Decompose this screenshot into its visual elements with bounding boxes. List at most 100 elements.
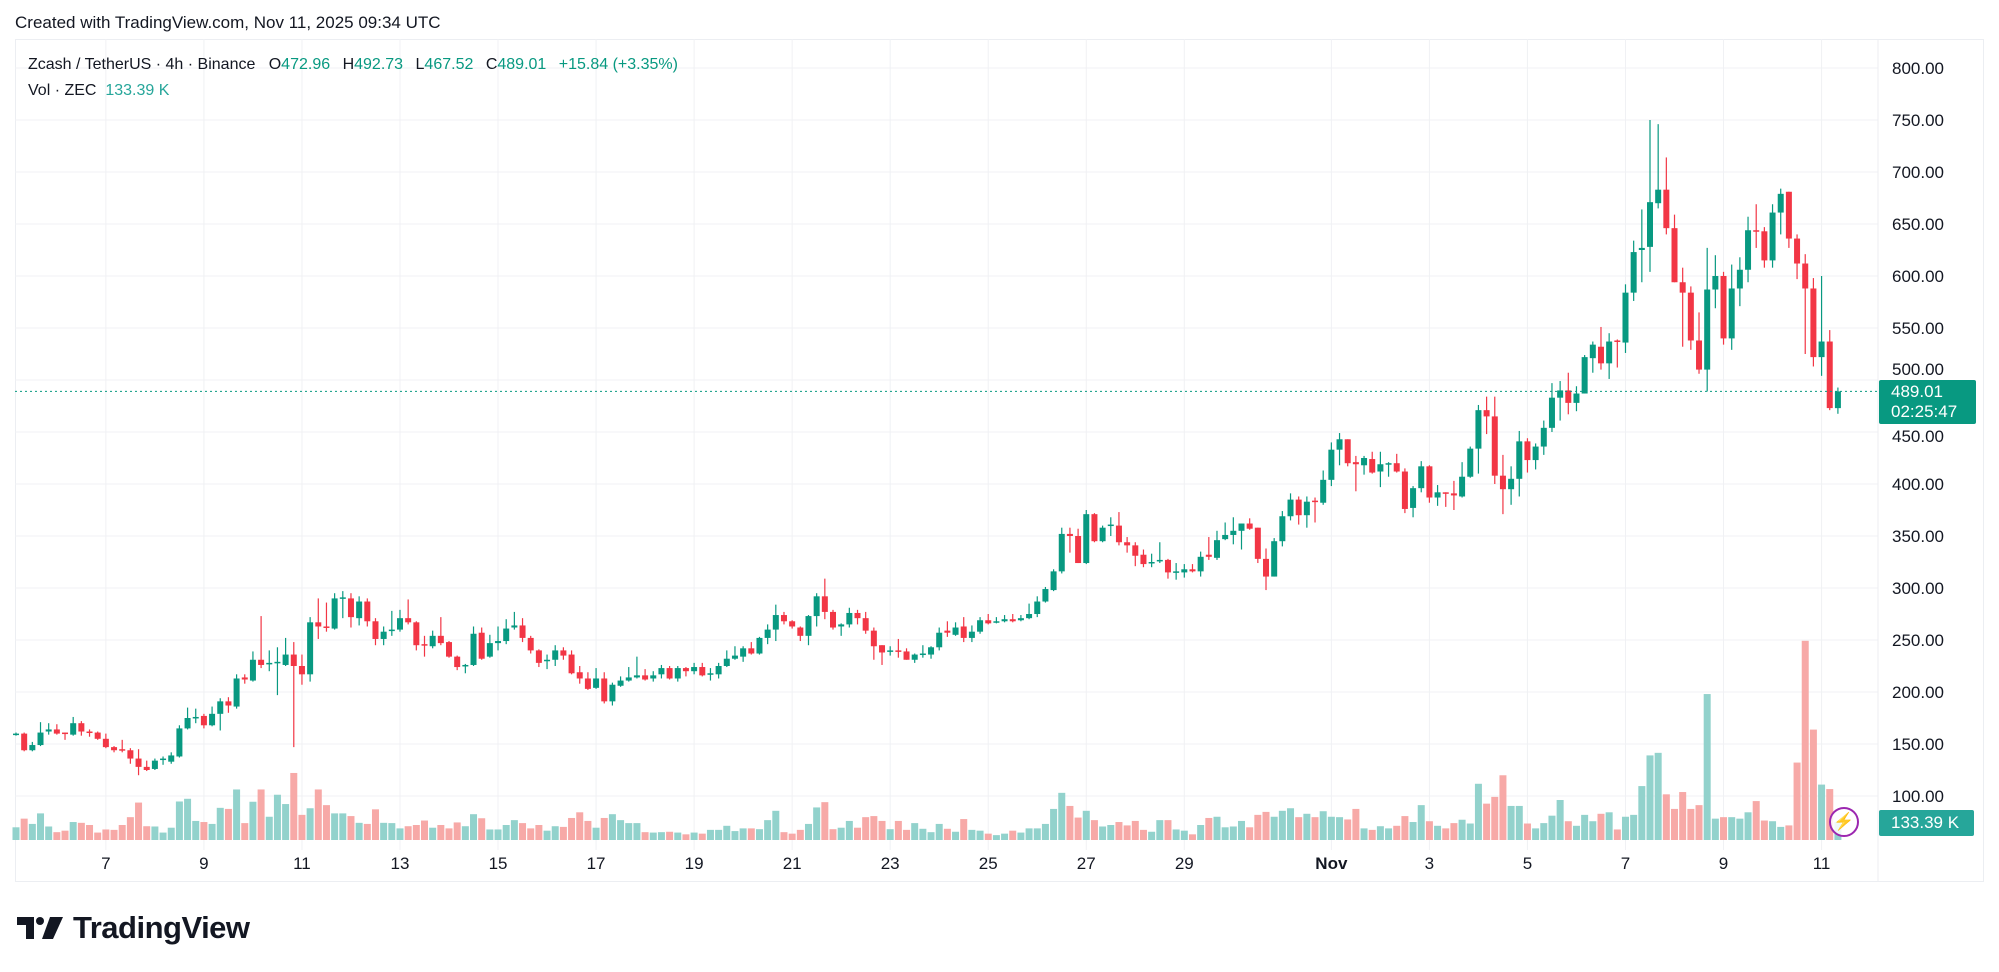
candle-body (62, 732, 69, 735)
candle (1581, 355, 1588, 394)
candle-body (1785, 191, 1792, 239)
chart-container[interactable] (15, 39, 1984, 882)
candle-body (1205, 554, 1212, 557)
candle-body (797, 627, 804, 636)
candle-body (666, 668, 673, 679)
candle (486, 634, 493, 658)
volume-bar (1605, 812, 1613, 840)
volume-bar (1262, 811, 1270, 840)
candle (617, 676, 624, 687)
candle-body (258, 659, 265, 665)
volume-bar (290, 772, 298, 840)
volume-bar (1507, 805, 1515, 840)
volume-bar (1523, 823, 1531, 840)
candle (1026, 603, 1033, 620)
volume-bar (1090, 820, 1098, 840)
candle-body (356, 601, 363, 619)
volume-bar (625, 823, 633, 840)
volume-bar (135, 802, 143, 840)
candle (1818, 276, 1825, 376)
candle-body (1483, 410, 1490, 417)
candle (699, 662, 706, 677)
lightning-bolt-icon[interactable]: ⚡ (1829, 807, 1859, 837)
candle-body (805, 616, 812, 636)
candle (1418, 461, 1425, 493)
candle (168, 752, 175, 764)
volume-bar (1572, 825, 1580, 840)
candle (339, 591, 346, 619)
candle (740, 646, 747, 662)
candle (1344, 439, 1351, 467)
volume-bar (1376, 826, 1384, 840)
candle (1312, 497, 1319, 523)
candle (1459, 462, 1466, 498)
candle-body (1132, 545, 1139, 556)
candle-body (952, 627, 959, 635)
candle (1785, 191, 1792, 248)
volume-bar (298, 814, 306, 840)
candle-body (1573, 393, 1580, 403)
y-tick-label: 700.00 (1892, 163, 1944, 182)
candle-body (1271, 541, 1278, 577)
volume-bar (1058, 792, 1066, 840)
volume-label[interactable]: Vol · ZEC (28, 82, 97, 99)
volume-bar (28, 823, 36, 840)
candle (642, 669, 649, 681)
volume-bar (772, 810, 780, 840)
candle-body (160, 758, 167, 761)
candle-body (1213, 540, 1220, 558)
candle-body (1181, 569, 1188, 573)
candle (380, 626, 387, 646)
candle-body (119, 749, 126, 751)
candle-body (1034, 601, 1041, 614)
y-tick-label: 400.00 (1892, 475, 1944, 494)
time-axis[interactable]: 7 9 11 13 15 17 19 21 23 25 27 29 Nov 3 5 7 9 11 (101, 854, 1830, 873)
candle-body (1377, 464, 1384, 472)
volume-bar (747, 828, 755, 840)
price-axis[interactable]: 100.00 150.00 200.00 250.00 300.00 350.00 400.… (1892, 59, 1944, 806)
volume-bar (788, 833, 796, 840)
y-tick-label: 800.00 (1892, 59, 1944, 78)
candles (13, 120, 1841, 776)
volume-bar (53, 832, 61, 840)
candle-body (1777, 193, 1784, 213)
volume-bar (1434, 825, 1442, 840)
candle-body (1361, 458, 1368, 466)
volume-bar (878, 820, 886, 840)
candle (1736, 257, 1743, 307)
candle (1467, 446, 1474, 478)
candle-body (1401, 471, 1408, 509)
x-tick-label: 25 (979, 854, 998, 873)
candle (1745, 216, 1752, 283)
volume-bar (1352, 808, 1360, 840)
candle-body (192, 716, 199, 719)
candle-body (396, 618, 403, 630)
volume-bar (12, 827, 20, 840)
candle (1369, 451, 1376, 474)
candle-body (1810, 288, 1817, 358)
candle-body (511, 625, 518, 628)
candle (1336, 433, 1343, 466)
candle (1777, 188, 1784, 235)
last-price-value: 489.01 (1891, 382, 1943, 401)
volume-bar (666, 831, 674, 840)
volume-bar (1336, 817, 1344, 840)
candle (584, 672, 591, 690)
candle (437, 617, 444, 646)
symbol-label[interactable]: Zcash / TetherUS · 4h · Binance (28, 56, 256, 73)
candle (1597, 326, 1604, 370)
volume-bar (1197, 825, 1205, 840)
candle-body (1352, 462, 1359, 465)
candle-body (1450, 493, 1457, 496)
candle-body (413, 622, 420, 646)
candle-body (1173, 571, 1180, 573)
volume-bar (208, 823, 216, 840)
candle (764, 624, 771, 645)
candle-body (1753, 230, 1760, 232)
candle-body (1516, 441, 1523, 479)
volume-bar (1581, 814, 1589, 840)
volume-bar (796, 829, 804, 840)
candle (625, 667, 632, 682)
volume-bar (1597, 813, 1605, 840)
